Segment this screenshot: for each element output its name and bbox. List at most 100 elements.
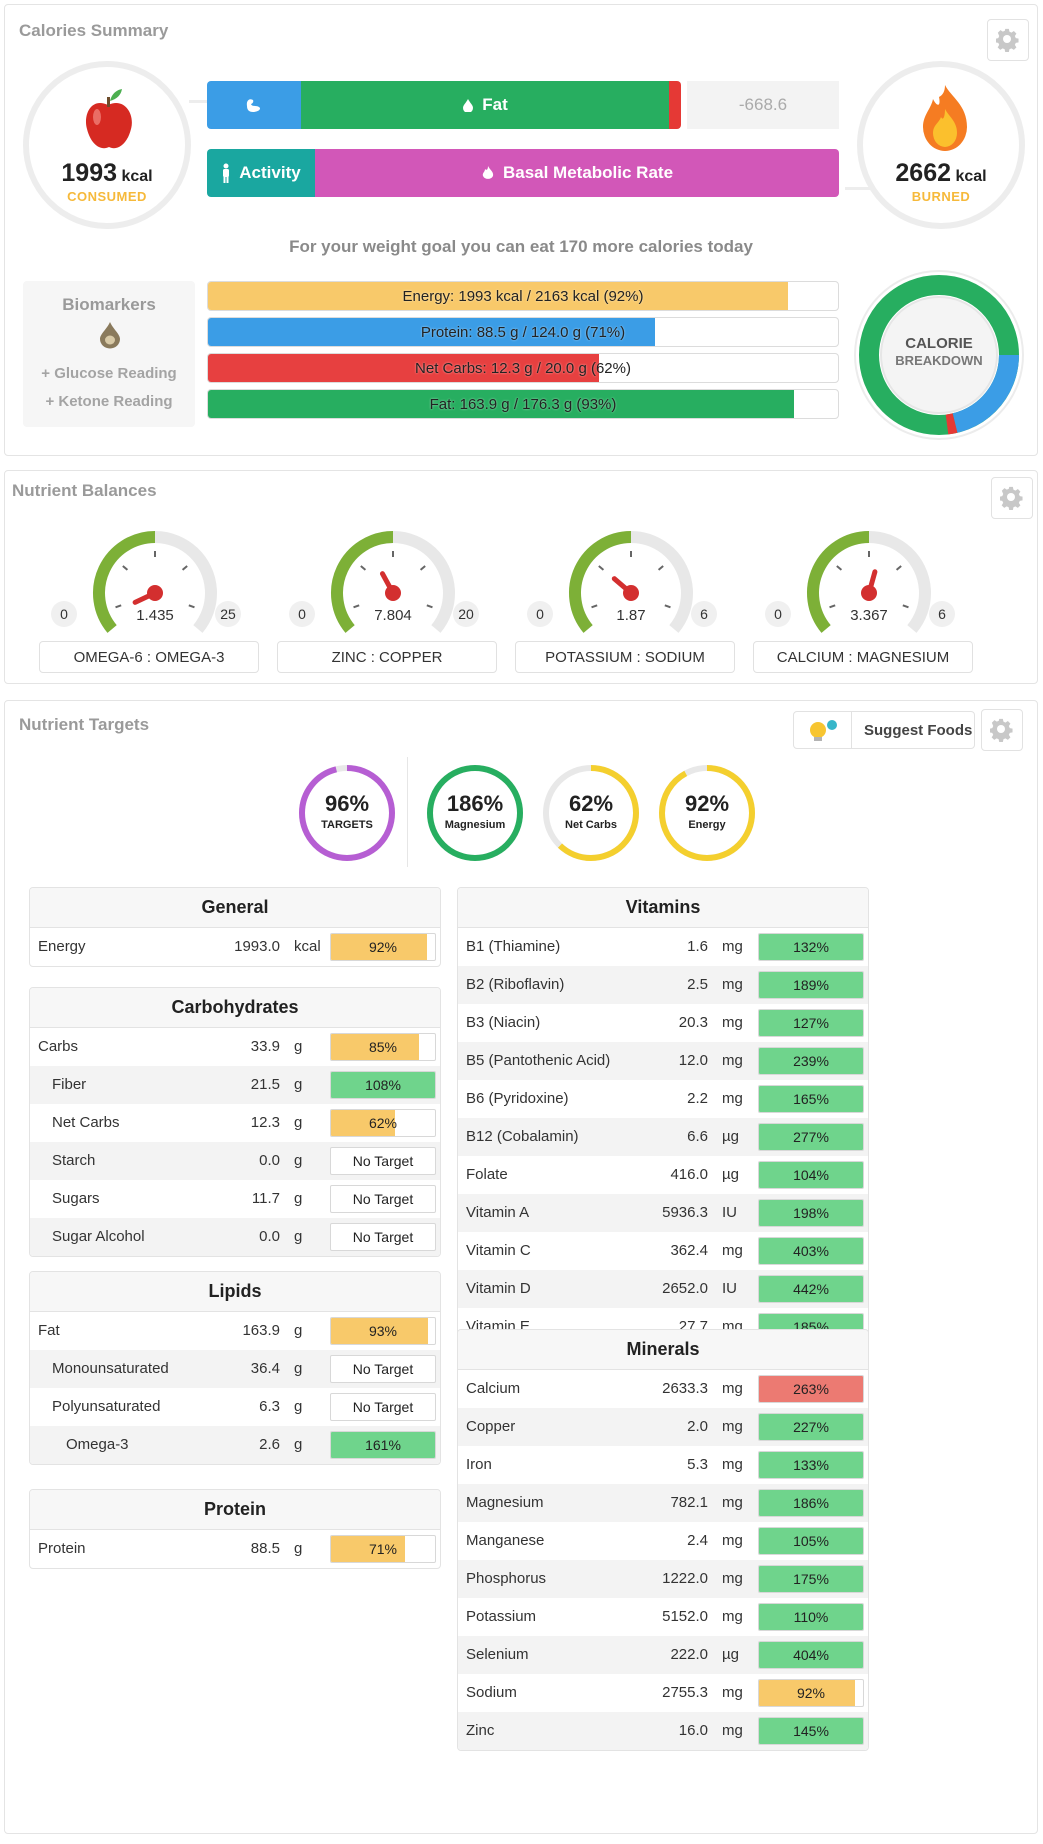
table-header: Carbohydrates [30,988,440,1028]
target-percent-fill [331,1318,428,1344]
deficit-value: -668.6 [738,95,788,114]
table-row[interactable]: Energy 1993.0 kcal 92% [30,928,440,966]
table-row[interactable]: Iron 5.3 mg 133% [458,1446,868,1484]
target-percent-bar: No Target [330,1355,436,1383]
table-row[interactable]: Sugars 11.7 g No Target [30,1180,440,1218]
fat-segment[interactable]: Fat [301,81,669,129]
target-ring[interactable]: 186% Magnesium [425,763,525,863]
table-row[interactable]: Vitamin D 2652.0 IU 442% [458,1270,868,1308]
target-percent-bar: 404% [758,1641,864,1669]
nutrient-targets-title: Nutrient Targets [19,715,150,734]
target-percent-bar: 161% [330,1431,436,1459]
target-percent-bar: 133% [758,1451,864,1479]
nutrient-unit: IU [722,1280,737,1297]
target-percent-bar: 127% [758,1009,864,1037]
calorie-breakdown-button[interactable]: CALORIE BREAKDOWN [851,267,1027,443]
target-ring[interactable]: 62% Net Carbs [541,763,641,863]
table-row[interactable]: Folate 416.0 µg 104% [458,1156,868,1194]
nutrient-amount: 6.3 [259,1398,280,1415]
table-row[interactable]: Protein 88.5 g 71% [30,1530,440,1568]
table-row[interactable]: Monounsaturated 36.4 g No Target [30,1350,440,1388]
table-row[interactable]: Sugar Alcohol 0.0 g No Target [30,1218,440,1256]
table-row[interactable]: Omega-3 2.6 g 161% [30,1426,440,1464]
nutrient-amount: 20.3 [678,1014,708,1031]
nutrient-unit: mg [722,1052,743,1069]
table-row[interactable]: Fat 163.9 g 93% [30,1312,440,1350]
target-percent-fill [759,1086,863,1112]
table-row[interactable]: Polyunsaturated 6.3 g No Target [30,1388,440,1426]
activity-segment[interactable]: Activity [207,149,315,197]
table-row[interactable]: Vitamin C 362.4 mg 403% [458,1232,868,1270]
target-percent-fill [331,1432,435,1458]
nutrient-amount: 163.9 [242,1322,280,1339]
table-row[interactable]: Starch 0.0 g No Target [30,1142,440,1180]
nutrient-name: Polyunsaturated [52,1398,161,1415]
netcarbs-progress-bar[interactable]: Net Carbs: 12.3 g / 20.0 g (62%) [207,353,839,383]
target-percent-bar: 132% [758,933,864,961]
gauge-label: OMEGA-6 : OMEGA-3 [39,641,259,673]
table-header: Lipids [30,1272,440,1312]
targets-settings-button[interactable] [981,709,1023,751]
table-row[interactable]: B12 (Cobalamin) 6.6 µg 277% [458,1118,868,1156]
table-row[interactable]: Vitamin A 5936.3 IU 198% [458,1194,868,1232]
balances-settings-button[interactable] [991,477,1033,519]
table-row[interactable]: Sodium 2755.3 mg 92% [458,1674,868,1712]
nutrient-amount: 0.0 [259,1152,280,1169]
table-row[interactable]: Net Carbs 12.3 g 62% [30,1104,440,1142]
nutrient-unit: mg [722,1570,743,1587]
target-percent-fill [331,1110,396,1136]
protein-progress-bar[interactable]: Protein: 88.5 g / 124.0 g (71%) [207,317,839,347]
table-row[interactable]: Zinc 16.0 mg 145% [458,1712,868,1750]
suggest-foods-button[interactable]: Suggest Foods [793,711,975,749]
table-row[interactable]: B2 (Riboflavin) 2.5 mg 189% [458,966,868,1004]
target-ring[interactable]: 92% Energy [657,763,757,863]
table-row[interactable]: Potassium 5152.0 mg 110% [458,1598,868,1636]
nutrient-name: Calcium [466,1380,521,1397]
bmr-segment[interactable]: Basal Metabolic Rate [315,149,839,197]
target-percent-fill [331,1072,435,1098]
ketone-reading-link[interactable]: + Ketone Reading [45,393,173,410]
fat-progress-bar[interactable]: Fat: 163.9 g / 176.3 g (93%) [207,389,839,419]
table-row[interactable]: Magnesium 782.1 mg 186% [458,1484,868,1522]
table-row[interactable]: B6 (Pyridoxine) 2.2 mg 165% [458,1080,868,1118]
consumed-unit: kcal [121,168,153,185]
breakdown-carbs-arc [945,413,958,435]
table-row[interactable]: Calcium 2633.3 mg 263% [458,1370,868,1408]
gauge-dial [93,531,217,633]
calories-settings-button[interactable] [987,19,1029,61]
energy-progress-bar[interactable]: Energy: 1993 kcal / 2163 kcal (92%) [207,281,839,311]
table-row[interactable]: B5 (Pantothenic Acid) 12.0 mg 239% [458,1042,868,1080]
gauge-value: 7.804 [374,607,412,624]
burned-circle: 2662 kcal BURNED [857,61,1025,229]
target-percent-fill [759,1490,863,1516]
target-percent-fill [759,1010,863,1036]
table-row[interactable]: Phosphorus 1222.0 mg 175% [458,1560,868,1598]
table-row[interactable]: B3 (Niacin) 20.3 mg 127% [458,1004,868,1042]
nutrient-amount: 5936.3 [662,1204,708,1221]
nutrient-unit: mg [722,1722,743,1739]
glucose-reading-link[interactable]: + Glucose Reading [41,365,177,382]
table-row[interactable]: B1 (Thiamine) 1.6 mg 132% [458,928,868,966]
table-row[interactable]: Copper 2.0 mg 227% [458,1408,868,1446]
target-percent-bar: 92% [758,1679,864,1707]
ratio-gauge: 0 1.87 6 POTASSIUM : SODIUM [513,509,749,679]
target-percent-fill [759,1528,863,1554]
table-row[interactable]: Fiber 21.5 g 108% [30,1066,440,1104]
nutrient-amount: 416.0 [670,1166,708,1183]
nutrient-amount: 5152.0 [662,1608,708,1625]
target-percent-fill [331,1034,420,1060]
target-ring[interactable]: 96% TARGETS [297,763,397,863]
target-percent-label: 175% [793,1571,829,1587]
nutrient-name: Starch [52,1152,96,1169]
table-row[interactable]: Manganese 2.4 mg 105% [458,1522,868,1560]
target-percent-bar: 175% [758,1565,864,1593]
nutrient-unit: g [294,1114,303,1131]
table-row[interactable]: Carbs 33.9 g 85% [30,1028,440,1066]
arm-muscle-icon [246,99,261,112]
table-row[interactable]: Selenium 222.0 µg 404% [458,1636,868,1674]
fat-label: Fat [482,95,508,114]
nutrient-name: Net Carbs [52,1114,120,1131]
nutrient-name: B5 (Pantothenic Acid) [466,1052,611,1069]
water-segment[interactable] [207,81,301,129]
protein-table: Protein Protein 88.5 g 71% [29,1489,441,1569]
